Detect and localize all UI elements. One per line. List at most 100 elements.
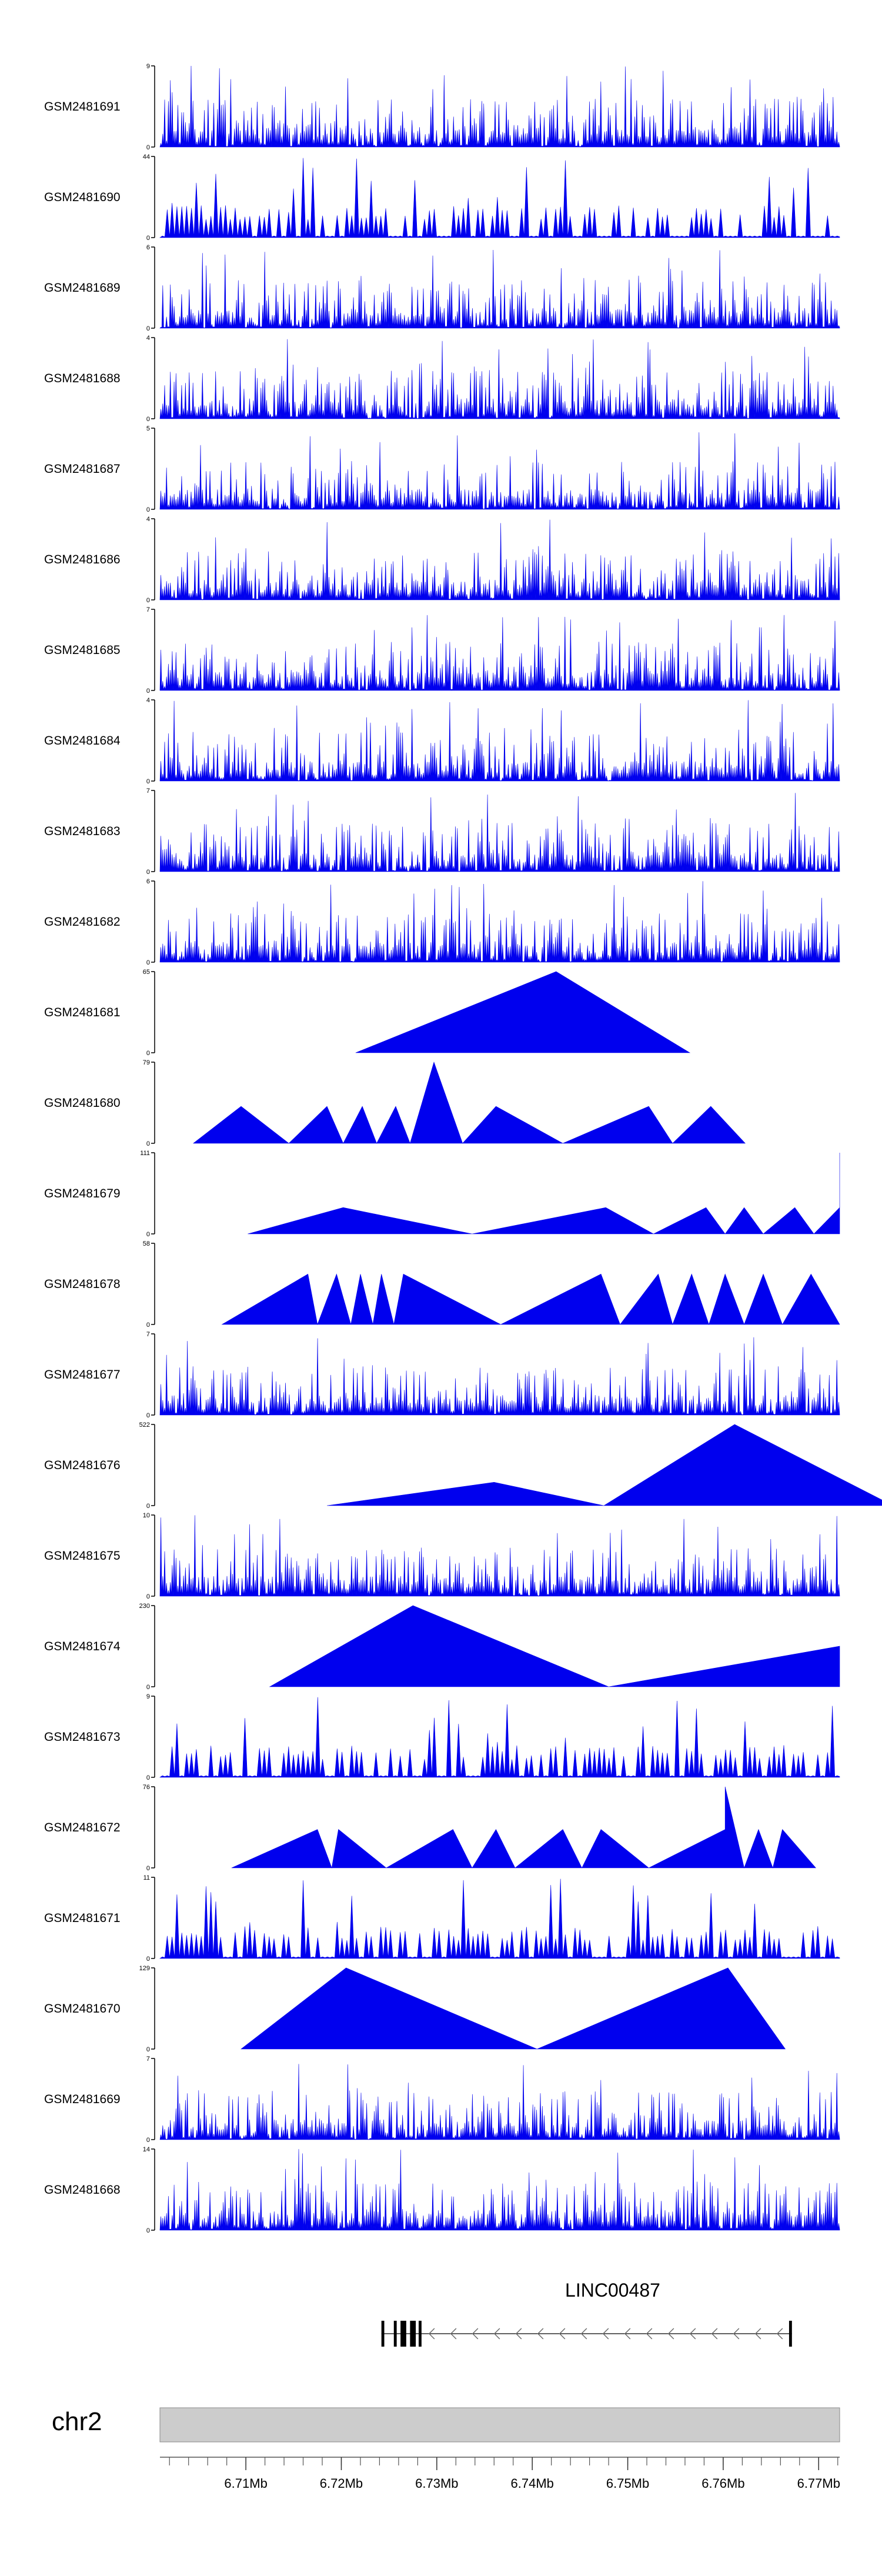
signal-area — [269, 1605, 840, 1687]
y-tick-label-max: 9 — [146, 63, 150, 70]
track-GSM2481669: GSM2481669 7 0 — [44, 2056, 840, 2144]
y-tick-label-min: 0 — [146, 1322, 150, 1329]
signal-area — [159, 1337, 840, 1416]
track-GSM2481683: GSM2481683 7 0 — [44, 788, 840, 876]
strand-arrow — [733, 2328, 740, 2340]
strand-arrow — [624, 2328, 631, 2340]
signal-area — [159, 700, 840, 782]
signal-area — [192, 1062, 746, 1144]
signal-area — [159, 881, 840, 963]
signal-area — [355, 971, 691, 1053]
x-tick-label: 6.76Mb — [701, 2476, 744, 2491]
y-tick-label-min: 0 — [146, 688, 150, 695]
track-label: GSM2481676 — [44, 1459, 121, 1472]
track-label: GSM2481691 — [44, 100, 121, 114]
y-tick-label-max: 11 — [143, 1874, 150, 1881]
strand-arrow — [711, 2328, 718, 2340]
track-label: GSM2481671 — [44, 1911, 121, 1925]
y-tick-label-max: 7 — [146, 606, 150, 613]
y-tick-label-max: 9 — [146, 1693, 150, 1700]
strand-arrow — [537, 2328, 544, 2340]
signal-area — [221, 1273, 840, 1326]
track-label: GSM2481685 — [44, 643, 121, 657]
gene-exon — [400, 2321, 406, 2347]
y-tick-label-max: 76 — [143, 1784, 150, 1791]
signal-area — [240, 1967, 786, 2050]
signal-area — [159, 1515, 840, 1597]
y-tick-label-min: 0 — [146, 1593, 150, 1600]
strand-arrow — [493, 2328, 500, 2340]
strand-arrow — [667, 2328, 674, 2340]
y-tick-label-min: 0 — [146, 144, 150, 151]
track-GSM2481673: GSM2481673 9 0 — [44, 1693, 840, 1781]
track-label: GSM2481686 — [44, 553, 121, 566]
y-tick-label-min: 0 — [146, 1231, 150, 1238]
strand-arrow — [776, 2328, 783, 2340]
strand-arrow — [602, 2328, 609, 2340]
track-GSM2481691: GSM2481691 9 0 — [44, 63, 840, 151]
y-tick-label-max: 4 — [146, 697, 150, 704]
track-GSM2481678: GSM2481678 58 0 — [44, 1240, 840, 1329]
track-label: GSM2481678 — [44, 1277, 121, 1291]
y-tick-label-min: 0 — [146, 1865, 150, 1872]
y-tick-label-max: 7 — [146, 788, 150, 795]
y-tick-label-max: 5 — [146, 425, 150, 432]
strand-arrow — [428, 2328, 435, 2340]
track-label: GSM2481675 — [44, 1549, 121, 1563]
y-tick-label-max: 58 — [143, 1240, 150, 1247]
y-tick-label-max: 79 — [143, 1059, 150, 1066]
signal-area — [159, 339, 840, 419]
signal-area — [159, 65, 840, 148]
x-tick-label: 6.73Mb — [415, 2476, 458, 2491]
signal-area — [327, 1424, 882, 1506]
x-tick-label: 6.71Mb — [224, 2476, 267, 2491]
gene-exon — [381, 2321, 385, 2347]
y-tick-label-min: 0 — [146, 325, 150, 332]
gene-exon — [418, 2321, 422, 2347]
track-GSM2481676: GSM2481676 522 0 — [44, 1422, 882, 1510]
y-tick-label-max: 6 — [146, 244, 150, 251]
track-GSM2481668: GSM2481668 14 0 — [44, 2146, 840, 2234]
track-GSM2481679: GSM2481679 111 0 — [44, 1150, 840, 1238]
y-tick-label-max: 522 — [139, 1422, 150, 1429]
y-tick-label-max: 14 — [143, 2146, 150, 2153]
signal-area — [159, 519, 840, 600]
strand-arrow — [515, 2328, 522, 2340]
y-tick-label-max: 111 — [140, 1150, 150, 1157]
tracks-layer: GSM248169190GSM2481690440GSM248168960GSM… — [44, 63, 882, 2234]
signal-area — [159, 158, 840, 238]
track-GSM2481680: GSM2481680 79 0 — [44, 1059, 746, 1147]
gene-name: LINC00487 — [565, 2280, 660, 2301]
track-GSM2481682: GSM2481682 6 0 — [44, 878, 840, 966]
gene-exon — [789, 2321, 792, 2347]
y-tick-label-min: 0 — [146, 869, 150, 876]
y-tick-label-min: 0 — [146, 416, 150, 423]
track-label: GSM2481684 — [44, 734, 121, 748]
track-label: GSM2481680 — [44, 1096, 121, 1110]
y-tick-label-max: 6 — [146, 878, 150, 885]
y-tick-label-min: 0 — [146, 1684, 150, 1691]
y-tick-label-min: 0 — [146, 1503, 150, 1510]
y-tick-label-max: 44 — [143, 154, 150, 161]
y-tick-label-min: 0 — [146, 2137, 150, 2144]
y-tick-label-min: 0 — [146, 597, 150, 604]
track-label: GSM2481679 — [44, 1187, 121, 1200]
track-label: GSM2481687 — [44, 462, 121, 476]
track-label: GSM2481673 — [44, 1730, 121, 1744]
y-tick-label-max: 129 — [139, 1965, 150, 1972]
track-label: GSM2481683 — [44, 825, 121, 838]
track-GSM2481670: GSM2481670 129 0 — [44, 1965, 786, 2053]
track-GSM2481688: GSM2481688 4 0 — [44, 335, 840, 423]
y-tick-label-min: 0 — [146, 2046, 150, 2053]
x-tick-label: 6.74Mb — [511, 2476, 554, 2491]
y-tick-label-max: 7 — [146, 2056, 150, 2063]
track-label: GSM2481670 — [44, 2002, 121, 2016]
y-tick-label-max: 65 — [143, 969, 150, 976]
strand-arrow — [754, 2328, 761, 2340]
y-tick-label-min: 0 — [146, 2227, 150, 2234]
x-tick-label: 6.77Mb — [797, 2476, 840, 2491]
y-tick-label-max: 4 — [146, 335, 150, 342]
track-label: GSM2481681 — [44, 1006, 121, 1019]
strand-arrow — [689, 2328, 696, 2340]
track-label: GSM2481672 — [44, 1821, 121, 1834]
